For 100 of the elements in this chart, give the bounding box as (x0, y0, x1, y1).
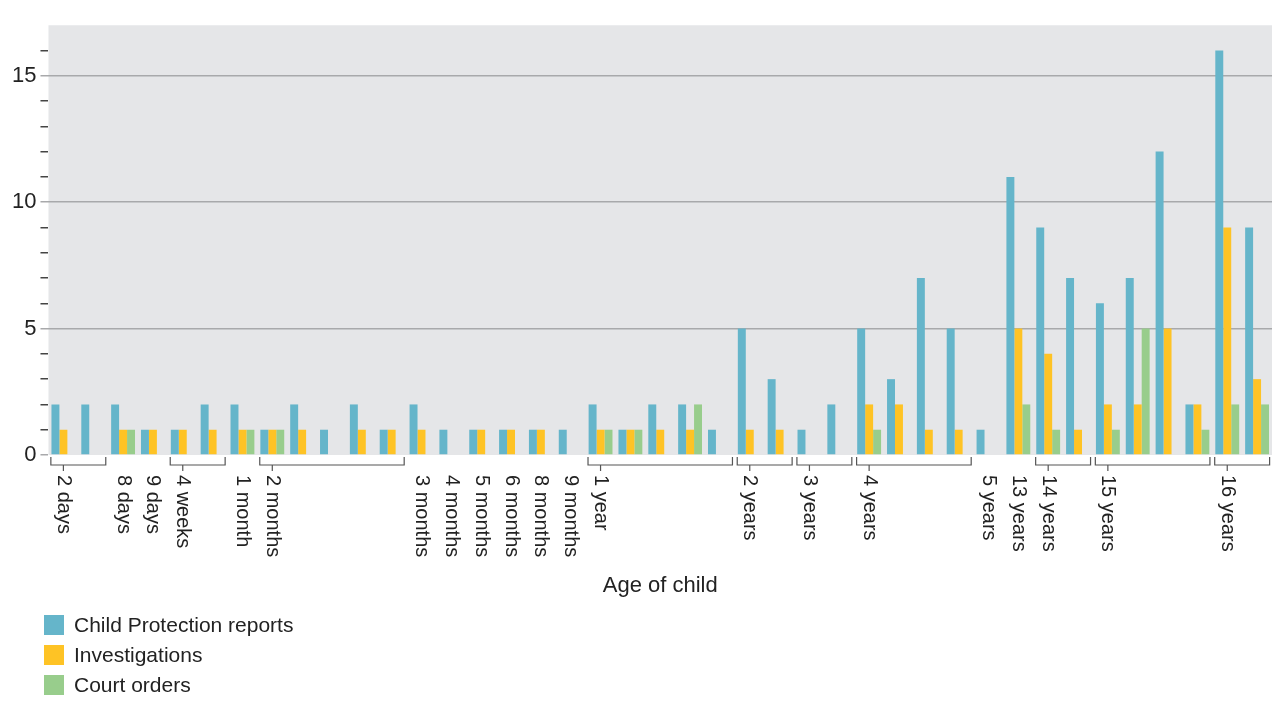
bar (873, 429, 882, 455)
bar (1223, 227, 1232, 455)
bar (745, 429, 754, 455)
bar (477, 429, 486, 455)
bar (507, 429, 515, 455)
bar (686, 429, 695, 455)
bar (200, 404, 209, 455)
bar (170, 429, 179, 455)
bar (588, 404, 597, 455)
bar (320, 429, 328, 455)
bar (1185, 404, 1194, 455)
bar (469, 429, 478, 455)
x-tick-label: 8 days (113, 475, 136, 534)
bar (1245, 227, 1254, 455)
bar (379, 429, 388, 455)
bar (387, 429, 396, 455)
bar (1095, 303, 1104, 455)
bar (246, 429, 255, 455)
bar (208, 429, 217, 455)
x-tick-label: 9 months (561, 475, 584, 558)
y-tick-label: 15 (11, 61, 37, 87)
bar (887, 379, 895, 455)
x-tick-label: 5 years (978, 475, 1001, 541)
bar (1066, 278, 1075, 455)
x-tick-label: 1 month (232, 475, 255, 548)
bar (536, 429, 545, 455)
x-tick-label: 13 years (1008, 475, 1031, 552)
bar (148, 429, 157, 455)
x-tick-label: 3 months (411, 475, 434, 558)
bar (865, 404, 874, 455)
legend-label: Court orders (74, 673, 191, 697)
x-tick-label: 4 months (441, 475, 464, 558)
bar (276, 429, 285, 455)
x-tick-label: 3 years (799, 475, 822, 541)
bar (767, 379, 776, 455)
bar (1133, 404, 1142, 455)
y-tick-label: 5 (24, 314, 37, 340)
bar (634, 429, 643, 455)
bar (1201, 429, 1210, 455)
bar (976, 429, 985, 455)
bar (1125, 278, 1134, 455)
x-tick-label: 2 days (53, 475, 76, 534)
bar (1231, 404, 1240, 455)
bar (1074, 429, 1083, 455)
bar (775, 429, 784, 455)
bar (1044, 353, 1053, 455)
bar (1014, 328, 1023, 455)
bar (260, 429, 269, 455)
bar (178, 429, 187, 455)
x-tick-label: 2 years (740, 475, 763, 541)
bar (528, 429, 537, 455)
bar (298, 429, 307, 455)
bar (656, 429, 665, 455)
bar (946, 328, 955, 455)
bar (268, 429, 277, 455)
bar (596, 429, 605, 455)
x-tick-label: 4 years (859, 475, 882, 541)
bar (737, 328, 746, 455)
bar (1253, 379, 1262, 455)
x-tick-label: 5 months (471, 475, 494, 558)
x-tick-label: 2 months (262, 475, 285, 558)
bar (1103, 404, 1112, 455)
legend-label: Child Protection reports (74, 613, 294, 637)
bar (140, 429, 149, 455)
bar (694, 404, 703, 455)
bar (954, 429, 963, 455)
bar (1193, 404, 1202, 455)
bar (290, 404, 299, 455)
bar (59, 429, 68, 455)
bar (1022, 404, 1031, 455)
x-tick-label: 16 years (1217, 475, 1240, 552)
bar (439, 429, 448, 455)
bar (924, 429, 933, 455)
bar (626, 429, 635, 455)
bar (678, 404, 687, 455)
bar (558, 429, 567, 455)
x-tick-label: 14 years (1038, 475, 1061, 552)
bar (127, 429, 136, 455)
bar (1036, 227, 1045, 455)
bar (827, 404, 836, 455)
bar (119, 429, 128, 455)
bar (894, 404, 903, 455)
legend-label: Investigations (74, 643, 203, 667)
bar (1155, 151, 1164, 455)
bar (238, 429, 247, 455)
bar (707, 429, 716, 455)
y-tick-label: 0 (24, 441, 37, 467)
bar (499, 429, 508, 455)
bar (111, 404, 120, 455)
x-tick-label: 8 months (531, 475, 554, 558)
bar (916, 278, 925, 455)
bar (1261, 404, 1270, 455)
bar (1163, 328, 1172, 455)
bar (357, 429, 366, 455)
bar (618, 429, 627, 455)
x-tick-label: 1 year (591, 475, 614, 531)
bar (1052, 429, 1061, 455)
bar (1006, 176, 1015, 455)
bar (1141, 328, 1150, 455)
x-tick-label: 15 years (1098, 475, 1121, 552)
